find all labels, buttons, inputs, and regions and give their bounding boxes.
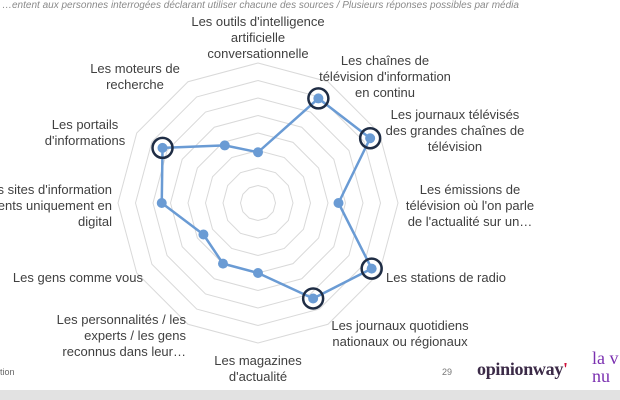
grid-ring: [239, 184, 277, 222]
axis-label-line: d'informations: [44, 133, 126, 148]
axis-label: Les chaînes de télévision d'information en…: [319, 53, 451, 101]
data-point: [157, 142, 168, 153]
axis-label-line: Les personnalités / les: [56, 312, 186, 327]
axis-label-line: télévision d'information: [319, 69, 451, 84]
bottom-bar: [0, 390, 620, 400]
data-point: [253, 147, 263, 158]
axis-label-line: présents uniquement en: [0, 198, 112, 213]
axis-label-line: Les outils d'intelligence: [191, 14, 325, 29]
highlight-circle: [151, 136, 174, 160]
grid-ring: [222, 167, 294, 239]
axis-label-line: Les gens comme vous: [12, 270, 143, 285]
axis-label: Les gens comme vous: [13, 270, 143, 286]
axis-label: Les journaux télévisés des grandes chaîne…: [386, 107, 525, 155]
axis-label: Les personnalités / les experts / les gen…: [57, 312, 186, 360]
axis-label-line: experts / les gens: [84, 328, 186, 343]
axis-label: Les sites d'informationprésents uniqueme…: [0, 182, 112, 230]
highlight-circle: [301, 287, 325, 310]
grid-ring: [152, 97, 364, 309]
opinionway-logo: opinionway': [477, 359, 568, 379]
axis-label-line: télévision où l'on parle: [405, 198, 535, 213]
data-point: [366, 263, 377, 274]
data-point: [156, 198, 167, 208]
axis-label-line: en continu: [354, 85, 415, 100]
axis-label-line: d'actualité: [228, 369, 288, 384]
axis-label: Les magazines d'actualité: [214, 353, 301, 385]
highlight-circle: [307, 87, 330, 110]
axis-label-line: Les journaux télévisés: [390, 107, 520, 122]
data-point: [308, 293, 319, 304]
axis-label-line: Les magazines: [214, 353, 302, 368]
data-point: [218, 258, 228, 269]
data-point: [219, 140, 230, 151]
axis-label: Les émissions de télévision où l'on parle…: [406, 182, 534, 230]
highlight-circle: [358, 127, 382, 150]
axis-label-line: Les sites d'information: [0, 182, 112, 197]
page-number: 29: [442, 367, 453, 377]
axis-label: Les portails d'informations: [45, 117, 126, 149]
axis-label-line: télévision: [427, 139, 483, 154]
axis-label: Les stations de radio: [386, 270, 506, 286]
axis-label-line: artificielle: [230, 30, 286, 45]
axis-label-line: reconnus dans leur…: [62, 344, 186, 359]
axis-label: Les moteurs de recherche: [90, 61, 180, 93]
axis-label-line: Les stations de radio: [386, 270, 506, 285]
axis-label: Les journaux quotidiens nationaux ou régi…: [331, 318, 468, 350]
data-point: [313, 93, 324, 104]
grid-ring: [204, 149, 312, 257]
axis-label-line: nationaux ou régionaux: [332, 334, 468, 349]
footer-source: tion: [0, 367, 15, 377]
grid-ring: [134, 79, 382, 327]
highlight-circle: [360, 257, 383, 280]
axis-label-line: de l'actualité sur un…: [407, 214, 533, 229]
axis-label-line: digital: [78, 214, 112, 229]
chart-subtitle: …entent aux personnes interrogées déclar…: [2, 0, 519, 11]
axis-label-line: Les moteurs de: [90, 61, 180, 76]
axis-label-line: Les portails: [51, 117, 119, 132]
data-point: [365, 133, 376, 144]
partner-logo: la v nu: [592, 348, 619, 386]
data-point: [333, 198, 344, 208]
axis-label-line: Les émissions de: [419, 182, 521, 197]
data-point: [198, 229, 209, 240]
axis-label-line: recherche: [106, 77, 164, 92]
grid-ring: [169, 114, 347, 292]
axis-label-line: conversationnelle: [207, 46, 309, 61]
data-point: [253, 268, 263, 278]
axis-label-line: Les chaînes de: [340, 53, 430, 68]
axis-label-line: Les journaux quotidiens: [331, 318, 469, 333]
axis-label: Les outils d'intelligence artificielle con…: [191, 14, 324, 62]
axis-label-line: des grandes chaînes de: [385, 123, 525, 138]
